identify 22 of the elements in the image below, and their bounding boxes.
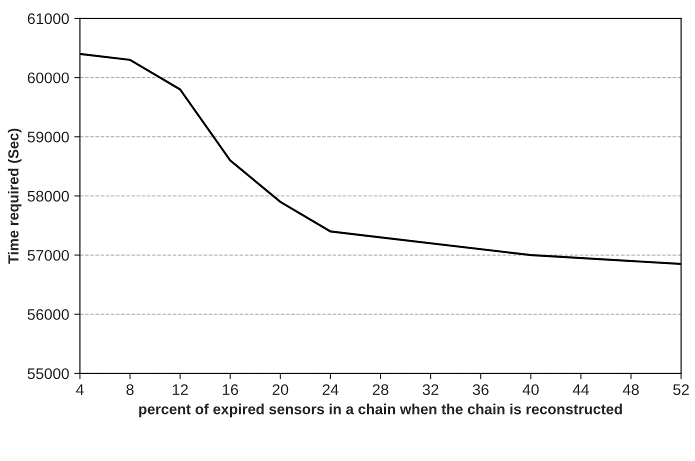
x-tick-label: 52 (673, 384, 689, 396)
x-tick-label: 32 (422, 384, 438, 396)
x-tick-label: 44 (572, 384, 589, 395)
y-tick-label: 59000 (28, 132, 69, 142)
y-tick-label: 60000 (28, 72, 69, 84)
x-tick-label: 36 (472, 384, 489, 396)
x-tick-label: 4 (76, 384, 84, 395)
x-tick-label: 24 (322, 384, 338, 395)
y-tick-label: 58000 (28, 190, 69, 202)
y-tick-label: 56000 (28, 309, 69, 320)
y-tick-label: 61000 (28, 13, 69, 24)
x-tick-label: 48 (622, 384, 639, 396)
x-tick-label: 16 (222, 384, 238, 396)
x-tick-label: 28 (372, 384, 388, 396)
x-axis-title: percent of expired sensors in a chain when the chain is reconstructed (139, 404, 622, 418)
x-tick-label: 12 (172, 384, 188, 395)
x-tick-label: 20 (272, 384, 288, 396)
y-axis-title: Time required (Sec) (8, 128, 22, 264)
x-tick-label: 40 (522, 384, 539, 396)
y-tick-label: 55000 (28, 368, 69, 380)
y-tick-label: 57000 (28, 250, 69, 261)
x-tick-label: 8 (126, 384, 134, 396)
